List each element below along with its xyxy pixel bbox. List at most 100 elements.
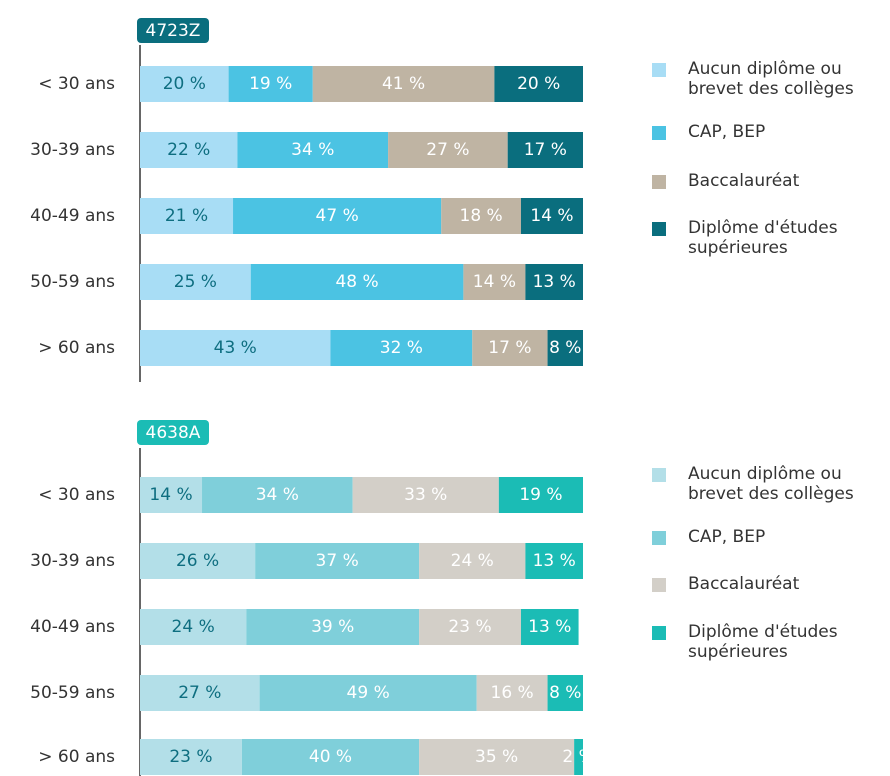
value-label: 23 % [448,617,491,637]
value-label: 21 % [165,206,208,226]
value-label: 33 % [404,485,447,505]
legend-swatch [652,63,666,77]
bar-segment [312,66,495,102]
category-label: > 60 ans [38,338,115,358]
legend-swatch [652,626,666,640]
value-label: 14 % [530,206,573,226]
value-label: 18 % [460,206,503,226]
chart-title: 4723Z [146,21,201,41]
legend-label: Aucun diplôme ou brevet des collèges [688,59,854,99]
category-label: 30-39 ans [30,140,115,160]
value-label: 49 % [347,683,390,703]
value-label: 2 % [562,747,594,767]
value-label: 27 % [426,140,469,160]
category-label: < 30 ans [38,74,115,94]
value-label: 41 % [382,74,425,94]
bar-segment [140,675,260,711]
legend-label: Diplôme d'études supérieures [688,218,838,258]
legend-label: Baccalauréat [688,171,800,191]
category-label: 40-49 ans [30,206,115,226]
value-label: 17 % [488,338,531,358]
category-label: 30-39 ans [30,551,115,571]
category-label: > 60 ans [38,747,115,767]
bar-segment [140,739,242,775]
value-label: 22 % [167,140,210,160]
value-label: 34 % [256,485,299,505]
legend-swatch [652,468,666,482]
bar-segment [472,330,548,366]
category-label: 40-49 ans [30,617,115,637]
category-label: < 30 ans [38,485,115,505]
value-label: 43 % [214,338,257,358]
bar-segment [498,477,583,513]
value-label: 13 % [533,272,576,292]
bar-segment [140,66,229,102]
value-label: 47 % [316,206,359,226]
value-label: 23 % [169,747,212,767]
legend-swatch [652,578,666,592]
bar-segment [352,477,499,513]
bar-segment [246,609,420,645]
value-label: 34 % [291,140,334,160]
legend-label: CAP, BEP [688,527,766,547]
category-label: 50-59 ans [30,683,115,703]
value-label: 26 % [176,551,219,571]
bar-segment [476,675,548,711]
bar-segment [441,198,521,234]
bar-segment [525,543,583,579]
bar-segment [419,543,526,579]
value-label: 39 % [311,617,354,637]
bar-segment [140,477,203,513]
bar-segment [520,609,579,645]
bar-segment [140,198,234,234]
bar-segment [547,330,583,366]
value-label: 25 % [174,272,217,292]
bar-segment [228,66,313,102]
value-label: 19 % [249,74,292,94]
bar-segment [250,264,464,300]
legend-label: CAP, BEP [688,122,766,142]
value-label: 37 % [316,551,359,571]
value-label: 13 % [528,617,571,637]
value-label: 35 % [475,747,518,767]
legend-swatch [652,126,666,140]
value-label: 20 % [517,74,560,94]
legend-swatch [652,222,666,236]
value-label: 14 % [473,272,516,292]
bar-segment [419,739,575,775]
value-label: 8 % [549,338,581,358]
bar-segment [237,132,389,168]
legend-label: Diplôme d'études supérieures [688,622,838,662]
legend-swatch [652,175,666,189]
bar-segment [525,264,583,300]
bar-segment [507,132,583,168]
value-label: 20 % [163,74,206,94]
bar-segment [259,675,477,711]
value-label: 24 % [451,551,494,571]
category-label: 50-59 ans [30,272,115,292]
bar-segment [419,609,521,645]
title-badge [137,420,209,445]
value-label: 19 % [519,485,562,505]
bar-segment [202,477,353,513]
bar-segment [330,330,473,366]
bar-segment [233,198,442,234]
value-label: 8 % [549,683,581,703]
chart-title: 4638A [146,423,201,443]
bar-segment [140,264,251,300]
value-label: 48 % [335,272,378,292]
bar-segment [463,264,526,300]
bar-segment [140,132,238,168]
value-label: 40 % [309,747,352,767]
value-label: 17 % [524,140,567,160]
bar-segment [574,739,583,775]
bar-segment [140,609,247,645]
value-label: 27 % [178,683,221,703]
bar-segment [520,198,583,234]
legend-swatch [652,531,666,545]
value-label: 14 % [149,485,192,505]
value-label: 13 % [533,551,576,571]
bar-segment [547,675,583,711]
